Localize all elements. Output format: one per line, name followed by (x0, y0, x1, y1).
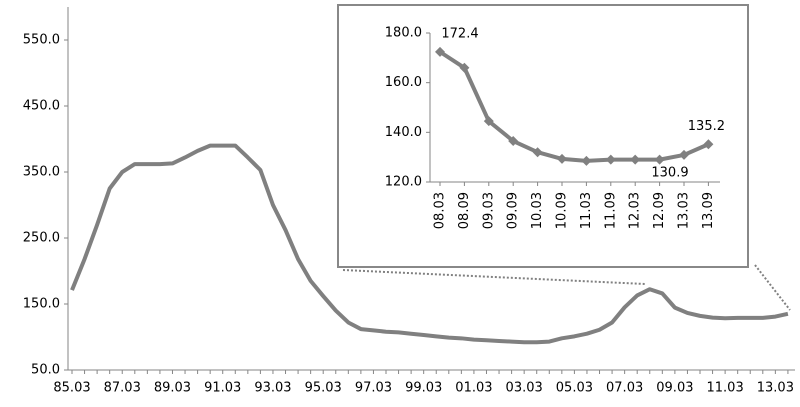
y-tick-label: 150.0 (23, 297, 60, 312)
marker (654, 154, 665, 165)
y-tick-label: 160.0 (385, 75, 422, 90)
y-tick-label: 140.0 (385, 125, 422, 140)
x-tick-label: 91.03 (204, 381, 241, 396)
value-label: 135.2 (688, 119, 725, 134)
x-tick-label: 93.03 (254, 381, 291, 396)
x-tick-label: 99.03 (405, 381, 442, 396)
x-tick-label: 10.03 (530, 192, 545, 229)
x-tick-label: 09.09 (506, 192, 521, 229)
marker (703, 139, 714, 150)
x-tick-label: 08.03 (433, 192, 448, 229)
value-label: 172.4 (441, 26, 478, 41)
data-line (70, 143, 789, 345)
x-tick-label: 07.03 (606, 381, 643, 396)
y-tick-label: 250.0 (23, 231, 60, 246)
inset-frame (337, 4, 749, 268)
x-tick-label: 89.03 (154, 381, 191, 396)
zoom-connector (754, 264, 791, 311)
y-tick-label: 550.0 (23, 33, 60, 48)
x-tick-label: 11.03 (579, 192, 594, 229)
y-tick-label: 450.0 (23, 99, 60, 114)
x-tick-label: 08.09 (457, 192, 472, 229)
marker (605, 154, 616, 165)
marker (483, 116, 494, 127)
zoom-connector (342, 269, 646, 285)
y-tick-label: 350.0 (23, 165, 60, 180)
marker (679, 149, 689, 160)
x-tick-label: 11.03 (707, 381, 744, 396)
x-tick-label: 01.03 (455, 381, 492, 396)
x-tick-label: 09.03 (656, 381, 693, 396)
x-tick-label: 03.03 (506, 381, 543, 396)
x-tick-label: 05.03 (556, 381, 593, 396)
x-tick-label: 12.09 (652, 192, 667, 229)
x-tick-label: 87.03 (104, 381, 141, 396)
x-tick-label: 11.09 (603, 192, 618, 229)
value-label: 130.9 (651, 165, 688, 180)
x-tick-label: 13.09 (701, 192, 716, 229)
marker (557, 153, 567, 164)
marker (532, 147, 543, 158)
y-tick-label: 50.0 (31, 363, 60, 378)
x-tick-label: 13.03 (677, 192, 692, 229)
x-tick-label: 09.03 (481, 192, 496, 229)
x-tick-label: 85.03 (53, 381, 90, 396)
marker (435, 46, 445, 57)
marker (459, 62, 470, 73)
x-tick-label: 10.09 (555, 192, 570, 229)
x-tick-label: 97.03 (355, 381, 392, 396)
marker (508, 136, 519, 147)
y-tick-label: 120.0 (385, 175, 422, 190)
y-tick-label: 180.0 (385, 26, 422, 41)
x-tick-label: 12.03 (628, 192, 643, 229)
x-tick-label: 95.03 (305, 381, 342, 396)
marker (581, 155, 592, 166)
x-tick-label: 13.03 (757, 381, 794, 396)
marker (630, 154, 641, 165)
